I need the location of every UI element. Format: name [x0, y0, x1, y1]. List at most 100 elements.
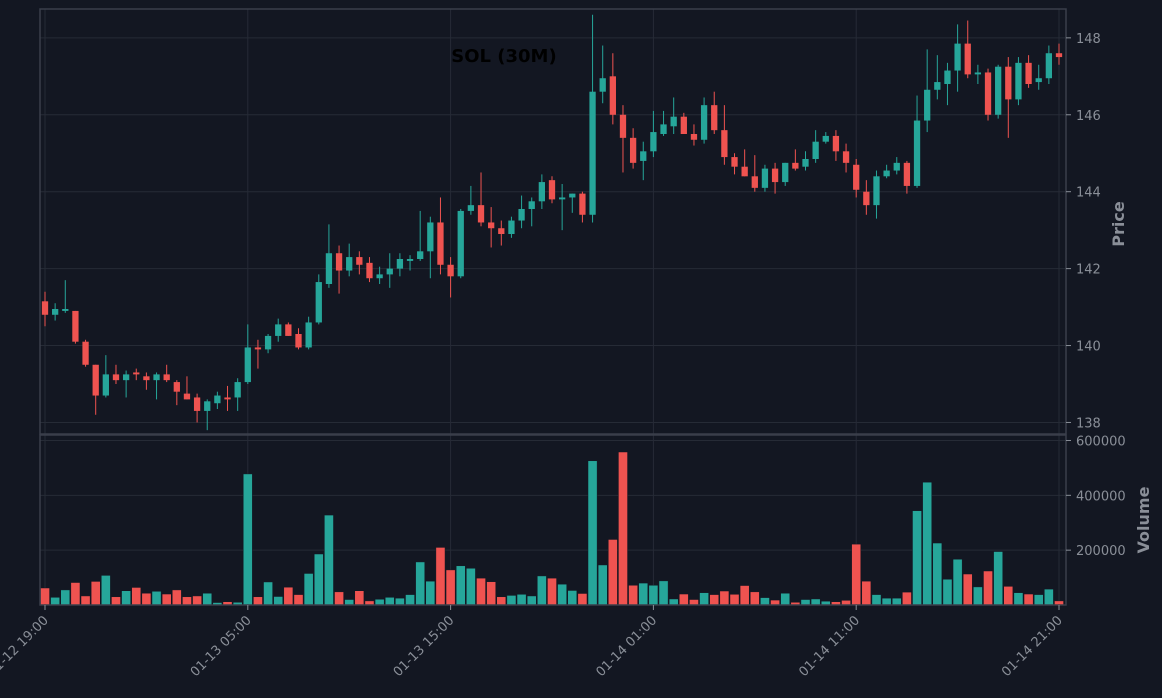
volume-bar: [182, 596, 192, 606]
volume-bar: [597, 564, 608, 606]
candle-body: [183, 393, 191, 400]
candle-body: [396, 259, 404, 269]
candle-body: [721, 130, 728, 158]
volume-bar: [638, 582, 649, 606]
volume-bar: [334, 591, 344, 606]
candle-body: [508, 220, 515, 234]
volume-bar: [415, 561, 425, 606]
candle-body: [650, 132, 657, 152]
candle-body: [1035, 78, 1042, 83]
candle-body: [153, 374, 160, 381]
candle-body: [944, 70, 951, 84]
candle-body: [417, 251, 424, 259]
volume-bar: [141, 592, 152, 606]
volume-bar: [608, 539, 618, 606]
candle-body: [193, 397, 201, 411]
chart-title: SOL (30M): [451, 46, 556, 67]
volume-bar: [912, 510, 922, 606]
volume-bar: [780, 592, 791, 606]
volume-bar: [263, 581, 273, 606]
candle-body: [457, 210, 464, 277]
candle-body: [427, 222, 434, 252]
candle-body: [275, 324, 282, 336]
volume-bar: [476, 577, 486, 606]
volume-bar: [881, 597, 892, 606]
candle-body: [285, 324, 292, 336]
volume-bar: [202, 592, 213, 606]
candle-body: [711, 105, 718, 131]
volume-bar: [932, 542, 943, 606]
candle-body: [802, 159, 809, 167]
candle-body: [629, 137, 637, 163]
candle-body: [903, 162, 911, 186]
candle-body: [346, 257, 353, 271]
candle-body: [528, 201, 535, 209]
candle-body: [924, 89, 931, 121]
candle-body: [51, 309, 59, 315]
candle-body: [386, 268, 393, 275]
volume-bar: [973, 586, 983, 606]
volume-axis-ticks: 200000 400000 600000: [1066, 434, 1126, 559]
volume-bar: [293, 594, 304, 606]
volume-bar: [455, 565, 466, 606]
candle-body: [700, 105, 708, 140]
candle-body: [863, 191, 870, 206]
candle-body: [143, 376, 150, 381]
volume-bar: [952, 558, 963, 606]
volume-bar: [1013, 592, 1024, 606]
candle-body: [761, 168, 769, 188]
candle-body: [376, 274, 383, 279]
candle-body: [356, 257, 363, 265]
candle-body: [437, 222, 444, 265]
price-tick-label: 144: [1076, 186, 1101, 201]
candle-body: [558, 197, 566, 200]
volume-bar: [354, 590, 365, 606]
candle-body: [62, 309, 69, 311]
volume-bar: [324, 514, 334, 606]
candle-body: [731, 157, 738, 167]
candle-body: [599, 78, 606, 92]
volume-bar: [60, 589, 71, 606]
price-axis-label: Price: [1109, 201, 1128, 247]
volume-bar: [729, 594, 740, 606]
volume-bar: [40, 587, 50, 606]
candle-body: [41, 301, 49, 315]
volume-bar: [709, 594, 720, 606]
candle-body: [1045, 53, 1053, 79]
volume-bar: [537, 575, 547, 606]
volume-bar: [172, 589, 182, 606]
volume-bar: [648, 585, 659, 606]
volume-bar: [253, 596, 263, 606]
candle-body: [477, 205, 485, 223]
candle-body: [1055, 53, 1063, 58]
volume-bar: [902, 591, 912, 606]
candle-body: [173, 382, 180, 392]
volume-bar: [699, 592, 709, 606]
candle-body: [589, 91, 596, 215]
price-tick-label: 146: [1076, 109, 1101, 124]
volume-bar: [942, 578, 953, 606]
candle-body: [842, 151, 850, 163]
candle-body: [619, 114, 627, 138]
volume-bar: [618, 451, 628, 606]
volume-bar: [273, 596, 284, 606]
price-tick-label: 148: [1076, 32, 1101, 47]
volume-bar: [577, 593, 588, 606]
volume-bar: [70, 582, 81, 606]
volume-bar: [922, 481, 932, 606]
volume-bar: [101, 575, 111, 606]
candle-body: [234, 382, 241, 398]
candle-body: [680, 116, 687, 134]
candle-body: [305, 322, 312, 348]
volume-bar: [313, 553, 324, 606]
volume-bar: [891, 597, 902, 606]
candle-body: [122, 374, 130, 381]
price-tick-label: 140: [1076, 340, 1101, 355]
volume-bar: [1033, 594, 1044, 606]
candle-body: [954, 43, 961, 71]
candle-body: [264, 335, 272, 350]
candle-body: [538, 182, 546, 202]
candle-body: [660, 124, 667, 134]
candle-body: [853, 164, 860, 190]
